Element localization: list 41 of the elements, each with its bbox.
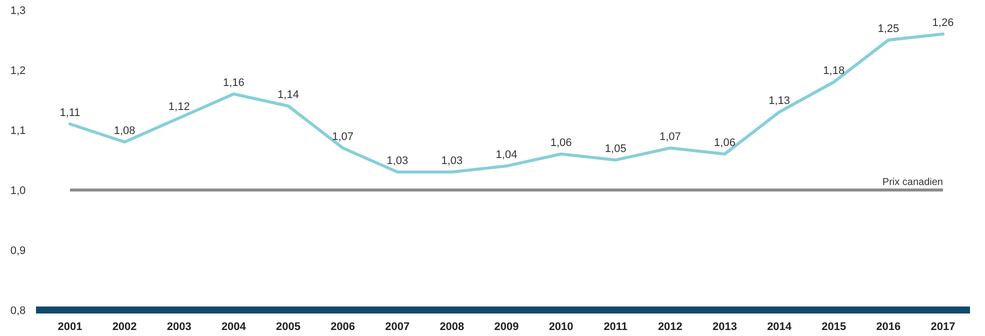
data-label: 1,06 [550, 137, 572, 149]
x-tick-label: 2011 [604, 321, 628, 333]
x-tick-label: 2012 [658, 321, 682, 333]
x-tick-label: 2003 [166, 321, 192, 333]
x-tick-label: 2004 [221, 321, 247, 333]
data-label: 1,06 [714, 137, 736, 149]
x-tick-label: 2015 [822, 321, 846, 333]
data-label: 1,18 [823, 65, 845, 77]
x-tick-label: 2013 [712, 321, 737, 333]
y-tick-label: 1,0 [10, 184, 26, 197]
x-tick-label: 2010 [548, 321, 574, 333]
data-label: 1,07 [659, 131, 681, 143]
y-tick-label: 0,9 [10, 244, 26, 257]
data-label: 1,11 [60, 107, 80, 119]
data-label: 1,12 [168, 101, 190, 113]
data-label: 1,26 [932, 17, 954, 29]
data-label: 1,25 [878, 23, 900, 35]
x-tick-label: 2007 [385, 321, 410, 333]
data-label: 1,07 [332, 131, 354, 143]
x-tick-label: 2014 [767, 321, 792, 333]
data-label: 1,03 [386, 155, 408, 167]
y-tick-label: 1,1 [10, 124, 26, 137]
x-tick-label: 2016 [876, 321, 901, 333]
y-tick-label: 1,2 [10, 64, 26, 77]
x-tick-label: 2008 [440, 321, 464, 333]
data-label: 1,14 [278, 89, 299, 101]
x-tick-label: 2009 [494, 321, 519, 333]
data-label: 1,05 [604, 143, 626, 155]
data-label: 1,04 [496, 149, 518, 161]
y-tick-label: 0,8 [10, 304, 26, 317]
x-tick-label: 2017 [930, 321, 956, 333]
data-label: 1,03 [441, 155, 463, 167]
y-tick-label: 1,3 [10, 4, 26, 17]
data-label: 1,13 [768, 95, 790, 107]
x-tick-label: 2001 [58, 321, 82, 333]
data-label: 1,08 [114, 125, 136, 137]
data-label: 1,16 [222, 77, 244, 89]
x-tick-label: 2002 [112, 321, 137, 333]
x-tick-label: 2005 [276, 321, 300, 333]
x-tick-label: 2006 [330, 321, 356, 333]
ref-line-label: Prix canadien [882, 177, 943, 188]
